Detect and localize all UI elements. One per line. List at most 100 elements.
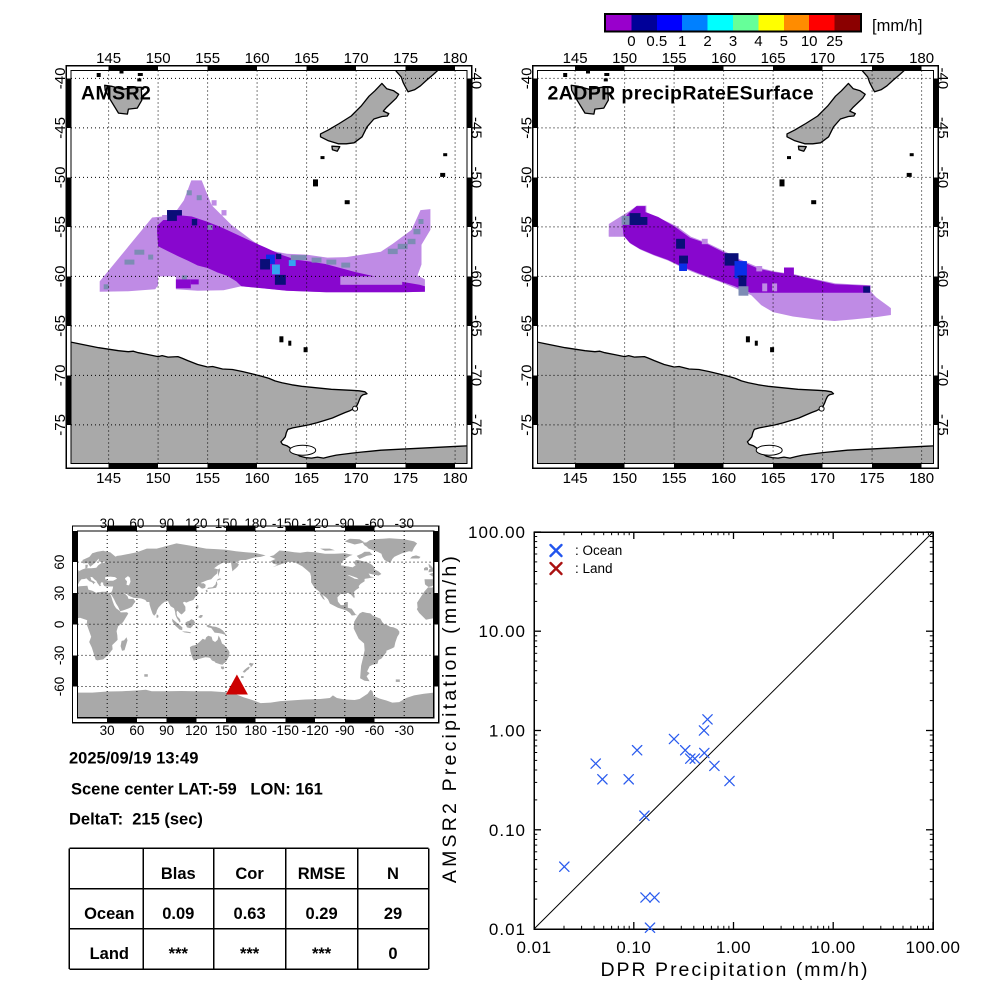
svg-text:60: 60 <box>52 555 67 570</box>
svg-text:-70: -70 <box>934 365 951 387</box>
svg-text:0.29: 0.29 <box>306 905 338 923</box>
svg-text:-45: -45 <box>52 117 69 139</box>
svg-text:-65: -65 <box>519 315 536 337</box>
svg-text:-60: -60 <box>934 266 951 288</box>
svg-text:29: 29 <box>384 905 402 923</box>
svg-text:3: 3 <box>729 33 737 50</box>
svg-text:-50: -50 <box>519 167 536 189</box>
svg-text:DeltaT: 215 (sec): DeltaT: 215 (sec) <box>69 811 203 829</box>
svg-text:90: 90 <box>159 516 174 531</box>
svg-text:145: 145 <box>563 50 588 67</box>
svg-text:180: 180 <box>909 50 934 67</box>
svg-text:2025/09/19 13:49: 2025/09/19 13:49 <box>69 750 198 768</box>
svg-text:165: 165 <box>294 470 319 487</box>
svg-text:1: 1 <box>678 33 686 50</box>
svg-text:165: 165 <box>294 50 319 67</box>
svg-text:***: *** <box>169 945 189 963</box>
svg-text:Land: Land <box>90 945 129 963</box>
svg-text:160: 160 <box>711 50 736 67</box>
svg-text:-70: -70 <box>52 365 69 387</box>
svg-text:0: 0 <box>388 945 397 963</box>
svg-text:120: 120 <box>185 723 208 738</box>
svg-text:160: 160 <box>245 50 270 67</box>
svg-text:-30: -30 <box>52 646 67 666</box>
svg-text:-50: -50 <box>934 167 951 189</box>
svg-text:-40: -40 <box>52 68 69 90</box>
svg-text:30: 30 <box>100 723 115 738</box>
svg-text:-60: -60 <box>365 516 385 531</box>
svg-text:10.00: 10.00 <box>478 622 526 641</box>
svg-text:0.63: 0.63 <box>234 905 266 923</box>
svg-text:-90: -90 <box>335 516 355 531</box>
svg-text:155: 155 <box>195 470 220 487</box>
svg-text:-120: -120 <box>302 723 329 738</box>
svg-text:***: *** <box>240 945 260 963</box>
svg-text:0.10: 0.10 <box>489 821 526 840</box>
svg-text:145: 145 <box>563 470 588 487</box>
svg-text:-60: -60 <box>519 266 536 288</box>
svg-text:165: 165 <box>761 470 786 487</box>
svg-text:: Land: : Land <box>575 561 613 576</box>
svg-text:160: 160 <box>711 470 736 487</box>
svg-text:145: 145 <box>96 470 121 487</box>
svg-text:-75: -75 <box>934 414 951 436</box>
svg-text:160: 160 <box>245 470 270 487</box>
svg-text:RMSE: RMSE <box>298 865 346 883</box>
svg-text:-70: -70 <box>468 365 485 387</box>
svg-text:100.00: 100.00 <box>468 523 526 542</box>
svg-text:30: 30 <box>52 586 67 601</box>
svg-text:Scene center LAT:-59 LON: 16: Scene center LAT:-59 LON: 161 <box>71 781 323 799</box>
svg-text:DPR Precipitation (mm/h): DPR Precipitation (mm/h) <box>600 959 869 981</box>
svg-text:175: 175 <box>860 470 885 487</box>
svg-text:25: 25 <box>826 33 843 50</box>
svg-text:10: 10 <box>801 33 818 50</box>
svg-text:-45: -45 <box>934 117 951 139</box>
svg-text:-150: -150 <box>272 516 299 531</box>
svg-text:180: 180 <box>909 470 934 487</box>
svg-text:2: 2 <box>703 33 711 50</box>
svg-text:Cor: Cor <box>235 865 264 883</box>
svg-text:0.09: 0.09 <box>162 905 194 923</box>
svg-text:-75: -75 <box>468 414 485 436</box>
svg-text:-55: -55 <box>519 216 536 238</box>
svg-text:-70: -70 <box>519 365 536 387</box>
svg-text:170: 170 <box>344 470 369 487</box>
svg-text:170: 170 <box>810 470 835 487</box>
svg-text:Blas: Blas <box>161 865 196 883</box>
svg-text:-120: -120 <box>302 516 329 531</box>
svg-text:-40: -40 <box>468 68 485 90</box>
svg-text:0.10: 0.10 <box>616 938 651 957</box>
svg-text:1.00: 1.00 <box>489 722 526 741</box>
svg-text:0: 0 <box>627 33 635 50</box>
svg-text:Ocean: Ocean <box>84 905 134 923</box>
svg-text:180: 180 <box>443 470 468 487</box>
svg-text:155: 155 <box>195 50 220 67</box>
svg-text:150: 150 <box>215 516 238 531</box>
svg-text:1.00: 1.00 <box>716 938 751 957</box>
svg-text:-90: -90 <box>335 723 355 738</box>
svg-text:145: 145 <box>96 50 121 67</box>
svg-text:-50: -50 <box>468 167 485 189</box>
svg-text:[mm/h]: [mm/h] <box>872 17 922 35</box>
svg-text:60: 60 <box>129 516 144 531</box>
svg-text:0: 0 <box>52 621 67 629</box>
svg-text:0.5: 0.5 <box>646 33 667 50</box>
svg-text:***: *** <box>312 945 332 963</box>
svg-text:155: 155 <box>662 50 687 67</box>
svg-text:175: 175 <box>393 470 418 487</box>
svg-text:175: 175 <box>393 50 418 67</box>
svg-text:0.01: 0.01 <box>489 920 526 939</box>
svg-text:170: 170 <box>810 50 835 67</box>
svg-text:120: 120 <box>185 516 208 531</box>
svg-text:-65: -65 <box>468 315 485 337</box>
svg-text:-65: -65 <box>934 315 951 337</box>
svg-text:-55: -55 <box>468 216 485 238</box>
svg-text:155: 155 <box>662 470 687 487</box>
svg-text:180: 180 <box>244 516 267 531</box>
svg-text:150: 150 <box>146 50 171 67</box>
svg-text:-30: -30 <box>394 516 414 531</box>
svg-text:150: 150 <box>215 723 238 738</box>
svg-text:-60: -60 <box>52 266 69 288</box>
svg-text:: Ocean: : Ocean <box>575 543 622 558</box>
svg-text:-75: -75 <box>52 414 69 436</box>
